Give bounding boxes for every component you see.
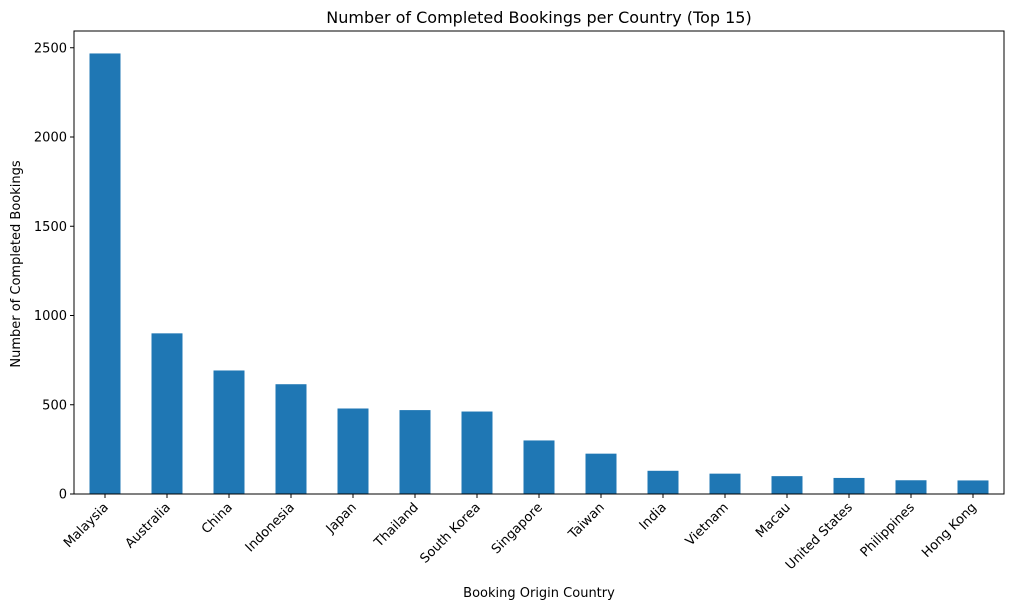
x-tick-label: Australia	[123, 500, 174, 551]
bar	[275, 384, 307, 494]
bar	[337, 408, 369, 494]
bar	[957, 480, 989, 494]
chart-title: Number of Completed Bookings per Country…	[326, 8, 751, 27]
bar	[461, 411, 493, 494]
x-tick-label: Indonesia	[243, 500, 298, 555]
y-tick-label: 2500	[34, 41, 67, 56]
x-tick-label: Philippines	[858, 500, 918, 560]
bar	[895, 480, 927, 494]
bar	[399, 410, 431, 494]
x-tick-label: Malaysia	[61, 500, 112, 551]
bar	[833, 477, 865, 494]
x-tick-label: United States	[783, 500, 856, 573]
y-tick-label: 2000	[34, 131, 67, 146]
x-tick-label: Macau	[753, 500, 794, 541]
x-axis-label: Booking Origin Country	[463, 586, 615, 601]
bar	[523, 440, 555, 494]
bar	[647, 470, 679, 494]
x-tick-label: Vietnam	[683, 500, 732, 549]
y-tick-label: 500	[42, 398, 67, 413]
plot-frame	[73, 30, 1005, 495]
x-tick-label: Hong Kong	[919, 500, 980, 561]
bar	[213, 370, 245, 494]
x-tick-label: Singapore	[489, 500, 546, 557]
bars-group	[89, 53, 989, 494]
bar	[771, 476, 803, 494]
x-tick-label: South Korea	[418, 500, 484, 566]
x-tick-label: India	[637, 500, 670, 533]
bar	[709, 473, 741, 494]
y-tick-label: 1000	[34, 309, 67, 324]
y-axis: 0 500 1000 1500 2000 2500	[34, 41, 74, 503]
x-tick-label: Taiwan	[565, 500, 608, 543]
bar	[89, 53, 121, 494]
y-tick-label: 0	[59, 488, 67, 503]
x-tick-label: Japan	[323, 500, 360, 537]
bar	[585, 453, 617, 494]
y-axis-label: Number of Completed Bookings	[9, 160, 24, 368]
x-tick-label: China	[199, 500, 236, 537]
x-tick-label: Thailand	[371, 500, 422, 551]
y-tick-label: 1500	[34, 220, 67, 235]
x-axis: Malaysia Australia China Indonesia Japan Thai…	[61, 494, 980, 573]
bar	[151, 333, 183, 494]
